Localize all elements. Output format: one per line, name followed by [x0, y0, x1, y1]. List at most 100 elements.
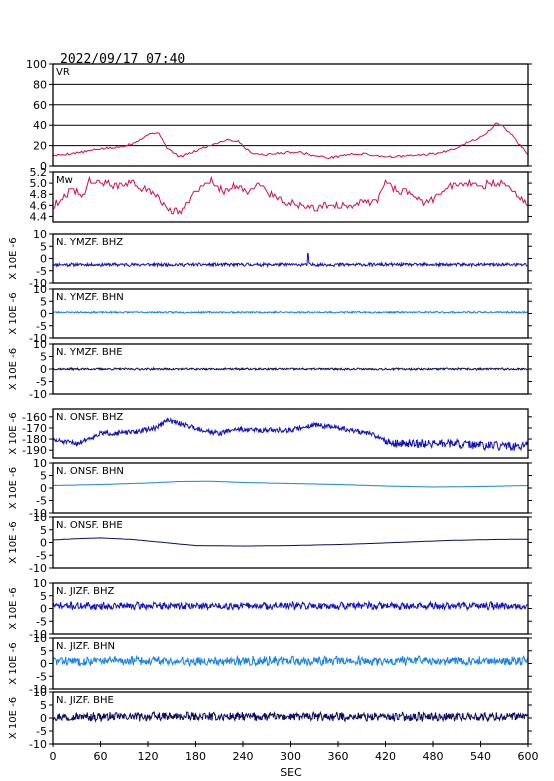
y-tick-label: 10 [33, 283, 47, 296]
y-tick-label: 5 [40, 699, 47, 712]
y-tick-label: -10 [29, 332, 47, 345]
y-tick-label: 0 [40, 482, 47, 495]
y-tick-label: -5 [36, 265, 47, 278]
y-tick-label: -190 [22, 444, 47, 457]
panel-label: N. YMZF. BHZ [56, 237, 123, 248]
panel-label: N. JIZF. BHN [56, 641, 115, 652]
panel-frame [52, 637, 529, 690]
y-tick-label: -10 [29, 628, 47, 641]
panel-frame [52, 63, 529, 167]
y-tick-label: -10 [29, 683, 47, 696]
y-tick-label: -5 [36, 376, 47, 389]
x-tick-label: 540 [470, 750, 491, 763]
y-tick-label: 5 [40, 524, 47, 537]
y-tick-label: 5.2 [30, 166, 48, 179]
y-tick-label: 10 [33, 511, 47, 524]
y-tick-label: -5 [36, 725, 47, 738]
y-tick-label: 5 [40, 590, 47, 603]
y-tick-label: -160 [22, 411, 47, 424]
y-tick-label: -10 [29, 277, 47, 290]
series-line [52, 480, 529, 488]
y-tick-label: 0 [40, 603, 47, 616]
y-tick-label: 4.8 [30, 188, 48, 201]
panel-label: N. YMZF. BHE [56, 347, 123, 358]
panel-9: 10 50-5-10 X 10E -6 N. JIZF. BHN [8, 632, 532, 696]
panel-frame [52, 582, 529, 635]
y-tick-label: 100 [26, 58, 47, 71]
y-tick-label: 0 [40, 253, 47, 266]
panel-label: N. JIZF. BHE [56, 695, 114, 706]
y-tick-label: -10 [29, 388, 47, 401]
y-tick-label: -5 [36, 615, 47, 628]
panel-frame [52, 516, 529, 569]
x-tick-label: 480 [423, 750, 444, 763]
y-tick-label: 60 [33, 99, 47, 112]
y-tick-label: 0 [40, 658, 47, 671]
series-line [52, 654, 528, 668]
y-tick-label: 5 [40, 645, 47, 658]
y-tick-label: -10 [29, 507, 47, 520]
y-axis-title: X 10E -6 [8, 412, 19, 454]
y-tick-label: 20 [33, 140, 47, 153]
y-tick-label: -5 [36, 670, 47, 683]
panel-label: VR [56, 67, 70, 78]
panel-label: N. ONSF. BHN [56, 466, 124, 477]
y-axis-title: X 10E -6 [8, 292, 19, 334]
y-tick-label: 80 [33, 78, 47, 91]
y-tick-label: 5.0 [30, 177, 48, 190]
y-tick-label: 10 [33, 228, 47, 241]
x-axis: 0 60 120 180 240 300 360 420 480 540 600 [50, 741, 539, 763]
series-line [52, 537, 528, 547]
y-tick-label: 5 [40, 240, 47, 253]
panel-0: 100 80 60 40 20 0 VR [26, 58, 532, 173]
y-tick-label: 0 [40, 363, 47, 376]
y-axis-title: X 10E -6 [8, 587, 19, 629]
x-tick-label: 360 [328, 750, 349, 763]
y-tick-label: -180 [22, 433, 47, 446]
x-tick-label: 300 [280, 750, 301, 763]
x-tick-label: 240 [233, 750, 254, 763]
panel-frame [52, 171, 529, 223]
y-tick-label: 10 [33, 457, 47, 470]
y-tick-label: 4.6 [30, 199, 48, 212]
y-tick-label: 5 [40, 470, 47, 483]
y-axis-title: X 10E -6 [8, 642, 19, 684]
panel-frame [52, 233, 529, 284]
series-line [52, 253, 528, 269]
series-line [52, 366, 528, 372]
y-tick-label: 0 [40, 537, 47, 550]
x-tick-label: 600 [518, 750, 539, 763]
series-line [52, 310, 528, 315]
series-line [52, 710, 528, 723]
y-tick-label: 10 [33, 686, 47, 699]
panel-frame [52, 462, 529, 514]
y-tick-label: 0 [40, 712, 47, 725]
x-tick-label: 420 [375, 750, 396, 763]
datetime-label: 2022/09/17 07:40 [60, 52, 185, 67]
y-tick-label: 40 [33, 119, 47, 132]
y-tick-label: -170 [22, 422, 47, 435]
y-tick-label: 0 [40, 308, 47, 321]
series-line [52, 122, 529, 160]
x-tick-label: 120 [138, 750, 159, 763]
panel-label: N. YMZF. BHN [56, 292, 124, 303]
y-tick-label: 4.4 [30, 210, 48, 223]
x-tick-label: 180 [185, 750, 206, 763]
panel-frame [52, 408, 529, 459]
y-tick-label: 10 [33, 577, 47, 590]
x-tick-label: 0 [50, 750, 57, 763]
y-tick-label: 5 [40, 351, 47, 364]
x-axis-title: SEC [280, 766, 302, 779]
x-tick-label: 60 [94, 750, 108, 763]
panel-1: 5.25.04.84.64.4 Mw [30, 166, 532, 223]
panel-label: Mw [56, 175, 73, 186]
